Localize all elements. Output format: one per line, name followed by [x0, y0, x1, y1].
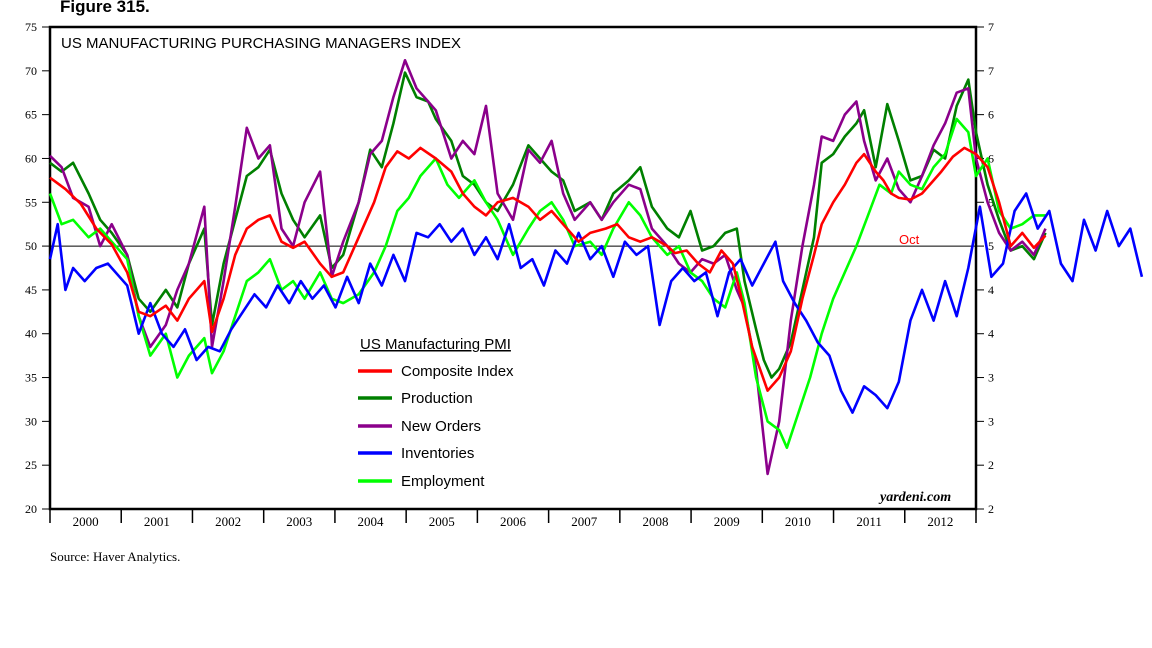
y-tick-label-left: 60 [25, 151, 37, 165]
source-note: Source: Haver Analytics. [50, 549, 181, 564]
y-tick-label-left: 50 [25, 239, 37, 253]
axis-ticks: 2025303540455055606570752233445566772000… [25, 20, 994, 529]
x-tick-label: 2001 [144, 514, 170, 529]
y-tick-label-left: 55 [25, 195, 37, 209]
plot-frame [48, 25, 978, 511]
figure-label: Figure 315. [60, 0, 150, 16]
y-tick-label-right: 3 [988, 371, 994, 385]
series-line-employment [48, 117, 1046, 449]
series-line-composite [49, 146, 1047, 392]
x-tick-label: 2004 [358, 514, 385, 529]
y-tick-label-right: 7 [988, 20, 994, 34]
series-line-inventories [48, 192, 1144, 414]
y-tick-label-left: 30 [25, 414, 37, 428]
legend: US Manufacturing PMI Composite Index Pro… [358, 336, 514, 490]
y-tick-label-right: 2 [988, 458, 994, 472]
legend-label-production: Production [401, 390, 473, 407]
legend-label-inventories: Inventories [401, 445, 474, 462]
x-tick-label: 2007 [571, 514, 598, 529]
watermark: yardeni.com [878, 490, 951, 505]
y-tick-label-left: 40 [25, 327, 37, 341]
legend-title: US Manufacturing PMI [360, 336, 511, 353]
y-tick-label-left: 70 [25, 64, 37, 78]
y-tick-label-right: 2 [988, 502, 994, 516]
series-line-production [49, 71, 1047, 379]
legend-label-employment: Employment [401, 473, 485, 490]
y-tick-label-right: 3 [988, 414, 994, 428]
legend-label-new-orders: New Orders [401, 418, 481, 435]
y-tick-label-right: 6 [988, 151, 994, 165]
x-tick-label: 2003 [286, 514, 312, 529]
series-line-new-orders [49, 59, 1047, 476]
y-tick-label-right: 4 [988, 327, 994, 341]
y-tick-label-left: 75 [25, 20, 37, 34]
end-label-oct: Oct [899, 232, 920, 247]
legend-label-composite: Composite Index [401, 363, 514, 380]
y-tick-label-right: 4 [988, 283, 994, 297]
y-tick-label-left: 35 [25, 371, 37, 385]
y-tick-label-left: 45 [25, 283, 37, 297]
series-lines [48, 59, 1144, 476]
x-tick-label: 2011 [856, 514, 882, 529]
y-tick-label-right: 6 [988, 108, 994, 122]
x-tick-label: 2010 [785, 514, 811, 529]
y-tick-label-right: 5 [988, 239, 994, 253]
x-tick-label: 2009 [714, 514, 740, 529]
y-tick-label-right: 5 [988, 195, 994, 209]
y-tick-label-left: 65 [25, 108, 37, 122]
x-tick-label: 2005 [429, 514, 455, 529]
y-tick-label-left: 25 [25, 458, 37, 472]
x-tick-label: 2012 [927, 514, 953, 529]
x-tick-label: 2000 [73, 514, 99, 529]
x-tick-label: 2002 [215, 514, 241, 529]
chart-title: US MANUFACTURING PURCHASING MANAGERS IND… [61, 35, 461, 52]
x-tick-label: 2006 [500, 514, 527, 529]
y-tick-label-right: 7 [988, 64, 994, 78]
x-tick-label: 2008 [642, 514, 668, 529]
y-tick-label-left: 20 [25, 502, 37, 516]
